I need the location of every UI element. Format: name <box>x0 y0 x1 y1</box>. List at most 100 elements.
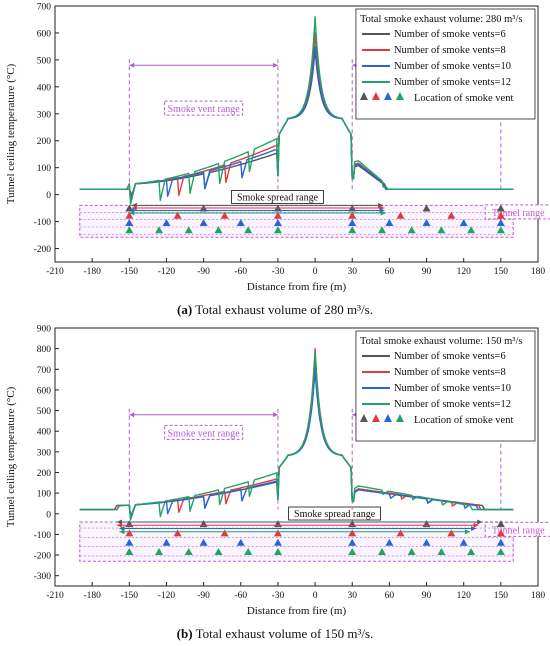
caption-a: (a) Total exhaust volume of 280 m³/s. <box>0 302 550 318</box>
vent-marker <box>162 538 171 546</box>
plot-frame <box>54 5 539 263</box>
y-tick-label: 200 <box>37 137 52 147</box>
legend-vent-marker <box>371 414 380 422</box>
caption-b-text: Total exhaust volume of 150 m³/s. <box>195 626 374 641</box>
vent-marker <box>422 538 431 546</box>
x-tick-label: -30 <box>272 591 285 601</box>
legend-vent-marker <box>383 92 392 100</box>
caption-a-text: Total exhaust volume of 280 m³/s. <box>195 302 373 317</box>
spread-range-label: Smoke spread range <box>237 192 319 203</box>
tunnel-range-label: Tunnel range <box>492 525 545 536</box>
vent-marker <box>220 211 229 219</box>
vent-marker <box>125 538 134 546</box>
vent-marker <box>407 226 416 234</box>
x-tick-label: -210 <box>46 591 64 601</box>
vent-range-arrowhead <box>272 62 278 68</box>
y-tick-label: 600 <box>37 386 52 396</box>
legend-vent-marker <box>359 414 368 422</box>
vent-marker <box>125 219 134 227</box>
x-axis-label: Distance from fire (m) <box>247 605 347 617</box>
x-tick-label: -30 <box>272 267 285 277</box>
vent-marker <box>199 538 208 546</box>
legend-label-twelve: Number of smoke vents=12 <box>394 399 511 410</box>
vent-marker <box>422 219 431 227</box>
vent-marker <box>496 226 505 234</box>
x-tick-label: 120 <box>457 267 472 277</box>
spread-arrow-head <box>471 526 477 532</box>
vent-marker <box>496 547 505 555</box>
chart-panel-a: -210 -180 -150 -120 -90 -60 -30 0 30 60 90 120 150 18… <box>5 3 550 293</box>
legend-vent-label: Location of smoke vent <box>414 93 514 104</box>
vent-marker <box>496 529 505 537</box>
y-tick-label: 200 <box>37 469 52 479</box>
y-tick-label: 0 <box>46 191 51 201</box>
vent-marker <box>236 538 245 546</box>
legend-title: Total smoke exhaust volume: 150 m³/s <box>360 336 523 347</box>
legend-box <box>355 8 536 120</box>
x-tick-label: -90 <box>197 591 210 601</box>
x-tick-label: 150 <box>494 267 509 277</box>
x-tick-label: 0 <box>313 267 318 277</box>
vent-marker <box>496 538 505 546</box>
legend-vent-marker <box>395 414 404 422</box>
x-tick-label: 30 <box>347 591 357 601</box>
legend-label-twelve: Number of smoke vents=12 <box>394 77 511 88</box>
legend-label-eight: Number of smoke vents=8 <box>394 45 506 56</box>
x-tick-label: -180 <box>83 267 101 277</box>
vent-marker <box>348 538 357 546</box>
spread-arrow-head <box>464 529 470 535</box>
vent-marker <box>377 547 386 555</box>
vent-marker <box>385 538 394 546</box>
x-tick-label: 180 <box>531 591 546 601</box>
vent-marker <box>162 219 171 227</box>
vent-marker <box>396 529 405 537</box>
y-tick-label: 500 <box>37 56 52 66</box>
spread-arrow-head <box>119 526 125 532</box>
y-tick-label: 300 <box>37 448 52 458</box>
vent-marker <box>348 529 357 537</box>
vent-marker <box>273 529 282 537</box>
y-tick-label: -100 <box>34 531 52 541</box>
series-line-twelve <box>79 16 514 205</box>
x-tick-label: 30 <box>347 267 357 277</box>
legend-title: Total smoke exhaust volume: 280 m³/s <box>360 14 523 25</box>
y-tick-label: -100 <box>34 218 52 228</box>
vent-marker <box>348 219 357 227</box>
vent-marker <box>447 211 456 219</box>
vent-marker <box>199 219 208 227</box>
vent-marker <box>184 547 193 555</box>
vent-marker <box>273 211 282 219</box>
vent-range-arrowhead <box>129 62 135 68</box>
spread-arrow-head <box>131 205 137 211</box>
x-tick-label: 60 <box>385 591 395 601</box>
vent-range-label-box <box>164 100 244 116</box>
y-tick-label: 700 <box>37 3 52 13</box>
vent-marker <box>459 219 468 227</box>
vent-marker <box>273 226 282 234</box>
spread-arrow-head <box>477 519 483 525</box>
caption-a-letter: (a) <box>177 302 193 317</box>
y-tick-label: -200 <box>34 245 52 255</box>
legend-vent-marker <box>395 92 404 100</box>
vent-marker <box>348 226 357 234</box>
vent-marker <box>407 547 416 555</box>
y-tick-label: 600 <box>37 29 52 39</box>
vent-marker <box>155 226 164 234</box>
spread-arrow-head <box>116 519 122 525</box>
vent-marker <box>125 211 134 219</box>
legend-vent-marker <box>383 414 392 422</box>
vent-marker <box>496 204 505 212</box>
vent-marker <box>273 547 282 555</box>
y-tick-label: 300 <box>37 110 52 120</box>
vent-marker <box>184 226 193 234</box>
x-tick-label: -60 <box>234 591 247 601</box>
vent-range-label: Smoke vent range <box>168 104 241 115</box>
x-tick-label: -180 <box>83 591 101 601</box>
spread-range-label-box <box>231 190 324 204</box>
legend-box <box>355 330 536 442</box>
vent-marker <box>396 211 405 219</box>
x-tick-label: -210 <box>46 267 64 277</box>
legend-label-six: Number of smoke vents=6 <box>394 351 506 362</box>
x-tick-label: 180 <box>531 267 546 277</box>
plot-area: -210 -180 -150 -120 -90 -60 -30 0 30 60 90 120 150 18… <box>5 325 550 617</box>
